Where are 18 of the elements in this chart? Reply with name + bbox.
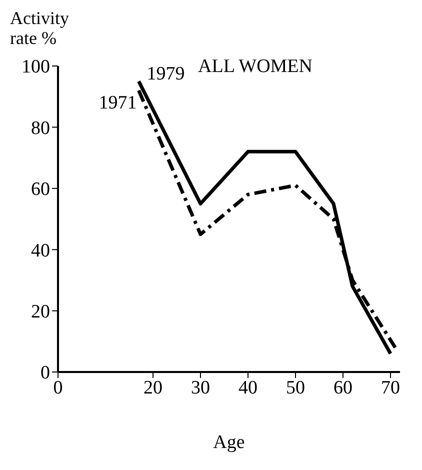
x-tick-label: 20 xyxy=(144,377,162,398)
series-label: 1971 xyxy=(98,92,137,114)
y-axis-title: Activity rate % xyxy=(10,8,70,48)
x-axis-title: Age xyxy=(213,432,245,453)
y-tick-label: 0 xyxy=(40,362,50,384)
series-label: 1979 xyxy=(146,63,185,84)
x-tick-label: 50 xyxy=(286,377,305,398)
x-tick-label: 0 xyxy=(53,377,63,398)
y-tick-label: 80 xyxy=(31,118,50,139)
x-tick-label: 30 xyxy=(191,377,210,398)
y-tick-label: 20 xyxy=(31,302,50,323)
x-tick-label: 60 xyxy=(334,377,352,398)
y-tick-label: 40 xyxy=(31,240,50,262)
x-tick-label: 70 xyxy=(381,377,400,398)
y-tick-label: 60 xyxy=(31,179,50,200)
y-tick-label: 100 xyxy=(22,56,50,78)
x-tick-label: 40 xyxy=(238,377,258,398)
chart-title: ALL WOMEN xyxy=(198,56,313,78)
